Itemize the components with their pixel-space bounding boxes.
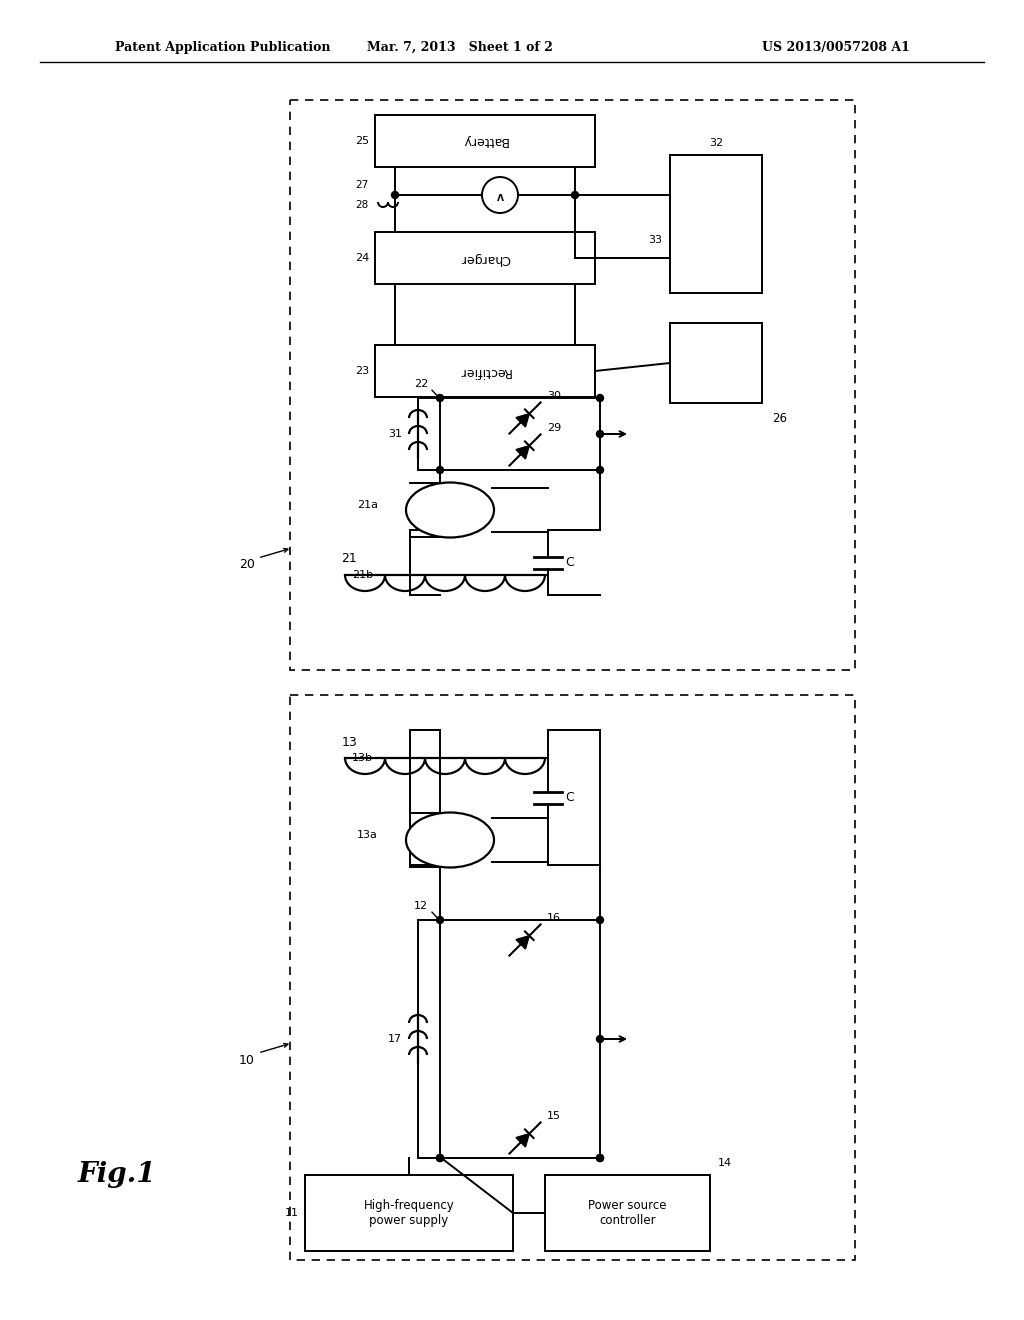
Bar <box>305 1175 513 1251</box>
Text: Charger: Charger <box>460 252 510 264</box>
Bar <box>375 232 595 284</box>
Text: 21a: 21a <box>357 500 378 510</box>
Text: 17: 17 <box>388 1034 402 1044</box>
Text: 10: 10 <box>240 1053 255 1067</box>
Text: 32: 32 <box>709 139 723 148</box>
Ellipse shape <box>406 813 494 867</box>
Text: 30: 30 <box>547 391 561 401</box>
Text: 27: 27 <box>355 180 369 190</box>
Circle shape <box>482 177 518 213</box>
Text: 15: 15 <box>547 1111 561 1121</box>
Bar <box>290 696 855 1261</box>
Text: 21b: 21b <box>352 570 373 579</box>
Text: Mar. 7, 2013   Sheet 1 of 2: Mar. 7, 2013 Sheet 1 of 2 <box>367 41 553 54</box>
Text: 13b: 13b <box>352 752 373 763</box>
Circle shape <box>391 191 398 198</box>
Text: 22: 22 <box>414 379 428 389</box>
Text: 29: 29 <box>547 422 561 433</box>
Text: V: V <box>497 190 504 199</box>
Text: 13a: 13a <box>357 830 378 840</box>
Polygon shape <box>516 936 529 949</box>
Circle shape <box>436 466 443 474</box>
Text: C: C <box>565 791 574 804</box>
Circle shape <box>597 1155 603 1162</box>
Text: C: C <box>565 556 574 569</box>
Text: 33: 33 <box>648 235 662 246</box>
Circle shape <box>597 430 603 437</box>
Text: 23: 23 <box>355 366 369 376</box>
Text: 24: 24 <box>354 253 369 263</box>
Text: 11: 11 <box>285 1208 299 1218</box>
Circle shape <box>436 916 443 924</box>
Text: 31: 31 <box>388 429 402 440</box>
Polygon shape <box>516 413 529 426</box>
Text: Power source
controller: Power source controller <box>588 1199 667 1228</box>
Text: 20: 20 <box>240 558 255 572</box>
Text: 16: 16 <box>547 913 561 923</box>
Text: 25: 25 <box>355 136 369 147</box>
Bar <box>290 100 855 671</box>
Circle shape <box>597 395 603 401</box>
Circle shape <box>597 466 603 474</box>
Circle shape <box>571 191 579 198</box>
Polygon shape <box>516 1134 529 1147</box>
Bar <box>670 323 762 403</box>
Circle shape <box>436 1155 443 1162</box>
Text: High-frequency
power supply: High-frequency power supply <box>364 1199 455 1228</box>
Ellipse shape <box>406 483 494 537</box>
Text: Patent Application Publication: Patent Application Publication <box>115 41 331 54</box>
Bar <box>375 345 595 397</box>
Polygon shape <box>516 446 529 459</box>
Text: 12: 12 <box>414 902 428 911</box>
Circle shape <box>436 1155 443 1162</box>
Text: 21: 21 <box>341 553 357 565</box>
Circle shape <box>597 1155 603 1162</box>
Circle shape <box>597 1035 603 1043</box>
Bar <box>545 1175 710 1251</box>
Text: Battery: Battery <box>462 135 508 148</box>
Circle shape <box>436 395 443 401</box>
Bar <box>670 154 762 293</box>
Circle shape <box>597 916 603 924</box>
Text: 28: 28 <box>355 201 369 210</box>
Bar <box>375 115 595 168</box>
Text: 26: 26 <box>772 412 787 425</box>
Text: 14: 14 <box>718 1158 732 1168</box>
Text: Fig.1: Fig.1 <box>78 1162 157 1188</box>
Text: 13: 13 <box>341 735 357 748</box>
Text: Rectifier: Rectifier <box>459 364 511 378</box>
Text: US 2013/0057208 A1: US 2013/0057208 A1 <box>762 41 910 54</box>
